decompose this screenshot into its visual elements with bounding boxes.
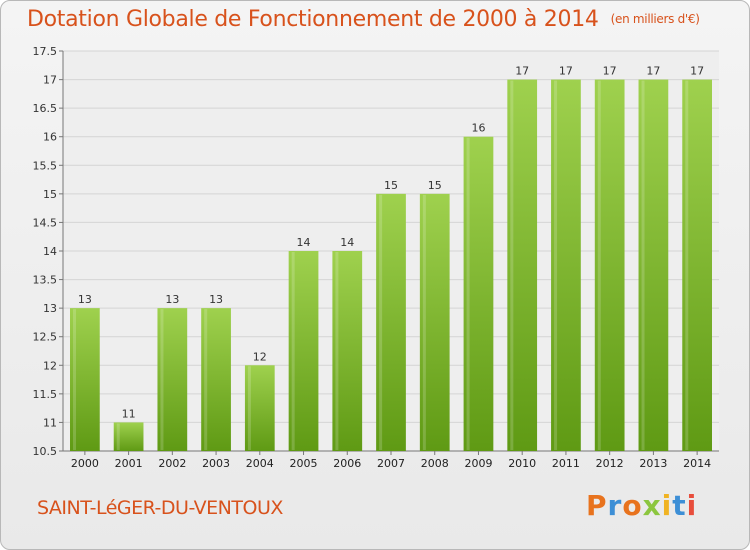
data-label: 13 xyxy=(209,293,223,306)
bar xyxy=(157,308,188,451)
bar-highlight xyxy=(685,80,689,451)
bar xyxy=(288,251,319,451)
logo-letter: r xyxy=(607,489,623,522)
x-tick-label: 2002 xyxy=(158,457,186,470)
x-tick-label: 2011 xyxy=(552,457,580,470)
y-tick-label: 15.5 xyxy=(33,159,58,172)
data-labels: 13 11 13 13 12 14 14 15 15 16 17 17 17 17 17 xyxy=(78,65,704,421)
logo-letter: t xyxy=(672,489,687,522)
commune-name: SAINT-LéGER-DU-VENTOUX xyxy=(37,497,283,519)
x-tick-label: 2004 xyxy=(246,457,274,470)
chart-title: Dotation Globale de Fonctionnement de 20… xyxy=(27,7,700,32)
data-label: 15 xyxy=(428,179,442,192)
data-label: 14 xyxy=(340,236,354,249)
y-tick-label: 10.5 xyxy=(33,445,58,458)
y-tick-label: 12.5 xyxy=(33,331,58,344)
data-label: 17 xyxy=(515,65,529,78)
data-label: 14 xyxy=(297,236,311,249)
y-tick-label: 17.5 xyxy=(33,45,58,58)
bar xyxy=(594,79,625,452)
bar-highlight xyxy=(291,252,295,450)
logo-letter: P xyxy=(586,489,608,522)
bar xyxy=(69,308,100,451)
chart-unit: (en milliers d'€) xyxy=(610,12,700,26)
data-label: 16 xyxy=(471,122,485,135)
data-label: 17 xyxy=(559,65,573,78)
bar xyxy=(332,251,363,451)
bar-highlight xyxy=(160,309,164,450)
bar-highlight xyxy=(72,309,76,450)
bar xyxy=(244,365,275,451)
y-tick-label: 11 xyxy=(43,416,57,429)
x-tick-label: 2013 xyxy=(639,457,667,470)
data-label: 17 xyxy=(646,65,660,78)
y-tick-label: 16.5 xyxy=(33,102,58,115)
x-tick-label: 2007 xyxy=(377,457,405,470)
data-label: 17 xyxy=(603,65,617,78)
bar-highlight xyxy=(510,80,514,451)
data-label: 13 xyxy=(78,293,92,306)
logo-letter: o xyxy=(622,489,643,522)
bar-highlight xyxy=(335,252,339,450)
y-tick-label: 15 xyxy=(43,188,57,201)
bar-highlight xyxy=(466,137,470,450)
data-label: 15 xyxy=(384,179,398,192)
x-tick-label: 2006 xyxy=(333,457,361,470)
x-tick-label: 2009 xyxy=(464,457,492,470)
x-tick-label: 2001 xyxy=(115,457,143,470)
bar-highlight xyxy=(597,80,601,451)
bar-highlight xyxy=(641,80,645,451)
data-label: 13 xyxy=(165,293,179,306)
x-tick-label: 2010 xyxy=(508,457,536,470)
y-tick-label: 14.5 xyxy=(33,216,58,229)
chart-title-text: Dotation Globale de Fonctionnement de 20… xyxy=(27,7,599,32)
logo-letter: x xyxy=(642,489,662,522)
bar xyxy=(682,79,713,452)
bar-highlight xyxy=(422,194,426,450)
y-tick-label: 13.5 xyxy=(33,274,58,287)
x-tick-label: 2003 xyxy=(202,457,230,470)
data-label: 11 xyxy=(122,407,136,420)
x-tick-label: 2005 xyxy=(290,457,318,470)
y-tick-label: 11.5 xyxy=(33,388,58,401)
y-tick-label: 12 xyxy=(43,359,57,372)
data-label: 12 xyxy=(253,350,267,363)
y-tick-label: 13 xyxy=(43,302,57,315)
bar-highlight xyxy=(379,194,383,450)
bar xyxy=(201,308,231,451)
bar-chart: 10.5 11 11.5 12 12.5 13 13.5 14 14.5 15 15.5 16 16.5… xyxy=(33,45,719,470)
bar-highlight xyxy=(116,423,120,450)
bar xyxy=(463,136,494,451)
proxiti-logo: Proxiti xyxy=(586,489,697,522)
bar xyxy=(507,79,538,452)
bar xyxy=(419,193,450,451)
data-label: 17 xyxy=(690,65,704,78)
y-tick-label: 14 xyxy=(43,245,57,258)
bar-highlight xyxy=(554,80,558,451)
bar xyxy=(376,193,406,451)
y-tick-label: 16 xyxy=(43,131,57,144)
bars xyxy=(69,79,713,452)
bar xyxy=(551,79,581,452)
logo-letter: i xyxy=(686,489,698,522)
logo-letter: i xyxy=(661,489,673,522)
x-tick-label: 2014 xyxy=(683,457,711,470)
bar-highlight xyxy=(204,309,208,450)
y-tick-label: 17 xyxy=(43,74,57,87)
bar xyxy=(113,422,144,451)
x-tick-label: 2012 xyxy=(596,457,624,470)
bar-highlight xyxy=(247,366,251,450)
x-tick-label: 2008 xyxy=(421,457,449,470)
bar xyxy=(638,79,669,452)
x-tick-label: 2000 xyxy=(71,457,99,470)
